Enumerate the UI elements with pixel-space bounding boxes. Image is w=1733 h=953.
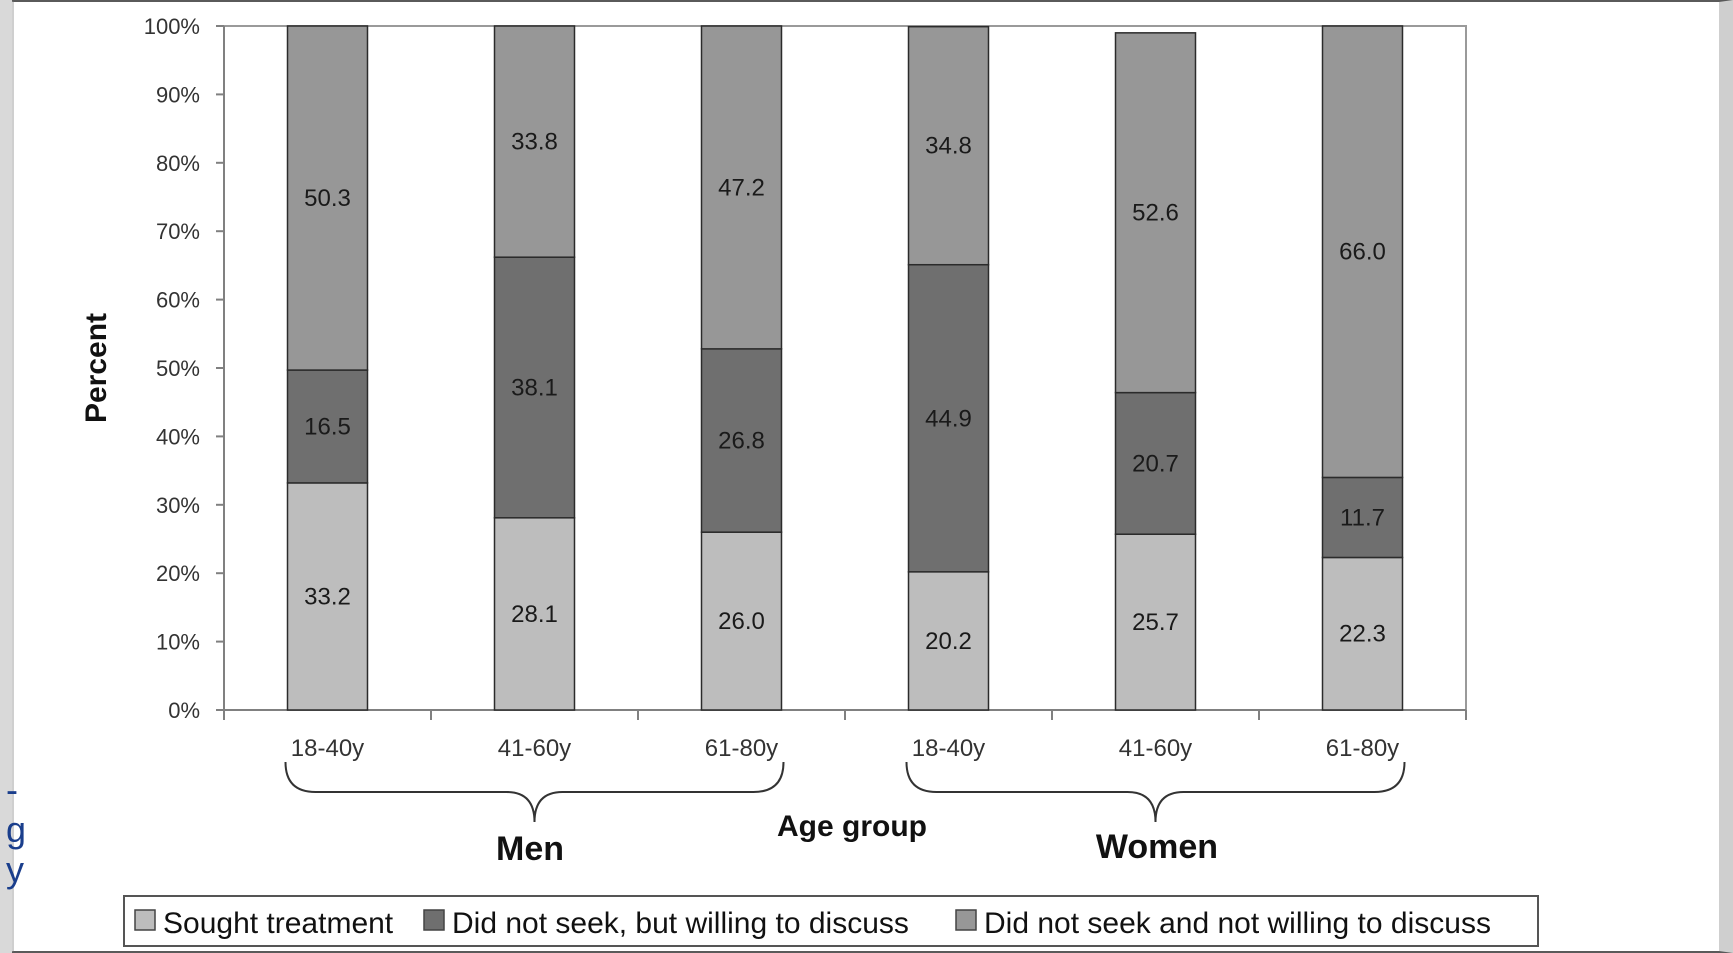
bar-segment — [1321, 25, 1404, 479]
legend-swatch-sought-treatment — [134, 909, 156, 931]
legend-swatch-willing-to-discuss — [423, 909, 445, 931]
category-label: 18-40y — [912, 735, 985, 762]
bar-segment — [286, 25, 369, 371]
bar-segment — [1114, 32, 1197, 394]
category-label: 41-60y — [498, 735, 571, 762]
legend: Sought treatment Did not seek, but willi… — [123, 895, 1539, 947]
left-edge-char-2: y — [6, 849, 24, 890]
bar-value-label: 47.2 — [718, 174, 765, 201]
bar-value-label: 33.2 — [304, 583, 351, 610]
bar-value-labels: 33.2 16.5 50.3 28.1 38.1 33.8 26.0 26.8 47.2 20.2… — [304, 129, 1386, 655]
bar-value-label: 20.7 — [1132, 450, 1179, 477]
group-label-women: Women — [1096, 828, 1218, 866]
y-tick-label: 20% — [156, 561, 200, 586]
bar-segment — [907, 263, 990, 573]
left-edge-char-0: - — [6, 769, 18, 810]
x-axis — [223, 709, 1467, 720]
y-tick-label: 40% — [156, 424, 200, 449]
bar-value-label: 50.3 — [304, 185, 351, 212]
bar-value-label: 26.8 — [718, 428, 765, 455]
bar-segment — [907, 25, 990, 266]
bar-segment — [1114, 533, 1197, 711]
legend-label-sought-treatment: Sought treatment — [163, 907, 394, 940]
y-tick-label: 30% — [156, 493, 200, 518]
left-edge-text: - g y — [6, 770, 26, 890]
bar-segment — [700, 531, 783, 711]
category-label: 18-40y — [291, 735, 364, 762]
y-tick-label: 100% — [144, 14, 200, 39]
legend-label-willing-to-discuss: Did not seek, but willing to discuss — [452, 907, 909, 940]
category-label: 61-80y — [1326, 735, 1399, 762]
bar-value-label: 20.2 — [925, 628, 972, 655]
plot-border — [223, 25, 1467, 711]
bar-value-label: 44.9 — [925, 405, 972, 432]
bar-value-label: 22.3 — [1339, 621, 1386, 648]
bar-segment — [493, 25, 576, 258]
category-labels: 18-40y 41-60y 61-80y 18-40y 41-60y 61-80y — [291, 735, 1399, 762]
left-window-strip — [0, 0, 12, 953]
legend-swatch-not-willing-to-discuss — [955, 909, 977, 931]
group-brace — [284, 761, 785, 823]
bar-segment — [700, 348, 783, 533]
group-label-men: Men — [496, 830, 564, 868]
bar-segment — [286, 482, 369, 711]
x-axis-title: Age group — [777, 810, 927, 843]
bar-segment — [907, 571, 990, 711]
bar-value-label: 16.5 — [304, 413, 351, 440]
y-tick-label: 90% — [156, 82, 200, 107]
bar-segment — [493, 256, 576, 519]
bar-segment — [700, 25, 783, 350]
legend-box — [123, 895, 1539, 947]
bar-segment — [1321, 476, 1404, 559]
y-tick-label: 60% — [156, 288, 200, 313]
plot-area — [223, 25, 1467, 711]
bar-value-label: 28.1 — [511, 601, 558, 628]
bar-value-label: 66.0 — [1339, 239, 1386, 266]
y-tick-label: 50% — [156, 356, 200, 381]
legend-label-not-willing-to-discuss: Did not seek and not willing to discuss — [984, 907, 1491, 940]
bar-value-label: 38.1 — [511, 374, 558, 401]
y-axis: 0% 10% 20% 30% 40% 50% 60% 70% 80% 90% 100% — [144, 14, 225, 723]
bar-value-label: 11.7 — [1340, 504, 1385, 531]
y-tick-label: 80% — [156, 151, 200, 176]
y-tick-label: 0% — [168, 698, 200, 723]
y-axis-title: Percent — [80, 313, 113, 423]
bars — [286, 25, 1404, 711]
bar-segment — [1321, 556, 1404, 711]
bar-value-label: 34.8 — [925, 133, 972, 160]
bar-value-label: 33.8 — [511, 129, 558, 156]
category-label: 61-80y — [705, 735, 778, 762]
group-braces — [284, 761, 1406, 823]
bar-segment — [286, 369, 369, 484]
bar-value-label: 26.0 — [718, 608, 765, 635]
y-tick-label: 70% — [156, 219, 200, 244]
y-tick-label: 10% — [156, 630, 200, 655]
bar-value-label: 52.6 — [1132, 200, 1179, 227]
category-label: 41-60y — [1119, 735, 1192, 762]
group-brace — [905, 761, 1406, 823]
left-edge-char-1: g — [6, 809, 27, 850]
bar-value-label: 25.7 — [1132, 609, 1179, 636]
bar-segment — [1114, 391, 1197, 535]
